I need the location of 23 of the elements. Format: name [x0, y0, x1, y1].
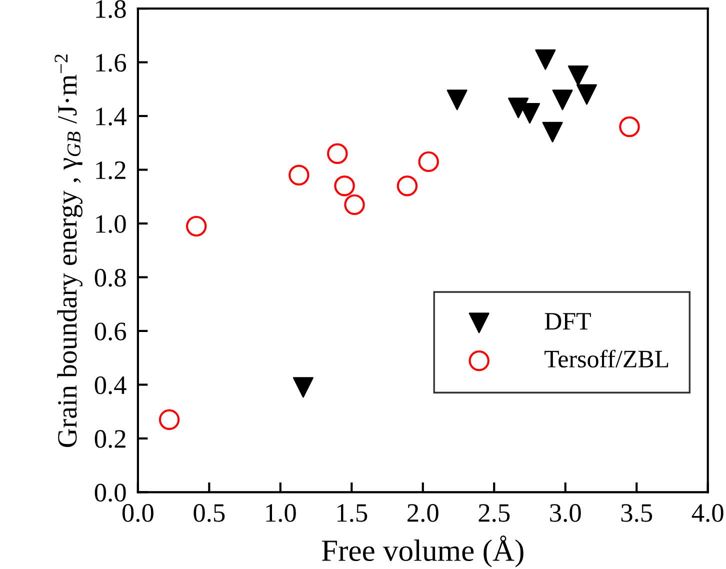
y-tick-label: 1.8: [96, 0, 126, 18]
legend-label: Tersoff/ZBL: [544, 350, 668, 368]
y-tick-label: 1.2: [96, 161, 126, 180]
y-tick-label: 0.6: [94, 322, 126, 340]
y-axis-title: Grain boundary energy , γ$_{GB}$ /J·m$^{−2}$: [54, 54, 82, 447]
x-tick-label: 3.0: [550, 504, 581, 522]
y-tick-label: 1.0: [96, 215, 126, 234]
legend-label: DFT: [544, 313, 591, 330]
x-tick-label: 1.0: [266, 504, 296, 522]
y-tick-label: 0.0: [94, 484, 126, 502]
y-tick-label: 0.4: [94, 376, 126, 394]
x-tick-label: 1.5: [337, 504, 368, 522]
x-tick-label: 0.5: [194, 504, 225, 522]
x-tick-label: 2.5: [478, 504, 510, 522]
x-tick-label: 2.0: [408, 504, 438, 522]
x-tick-label: 4.0: [692, 504, 724, 522]
y-tick-label: 0.2: [94, 430, 126, 448]
y-tick-label: 1.4: [96, 108, 126, 126]
y-tick-label: 1.6: [96, 54, 126, 72]
x-axis-title: Free volume (Å): [322, 536, 524, 568]
x-tick-label: 3.5: [621, 504, 652, 522]
x-tick-label: 0.0: [122, 504, 154, 522]
y-tick-label: 0.8: [94, 268, 126, 287]
